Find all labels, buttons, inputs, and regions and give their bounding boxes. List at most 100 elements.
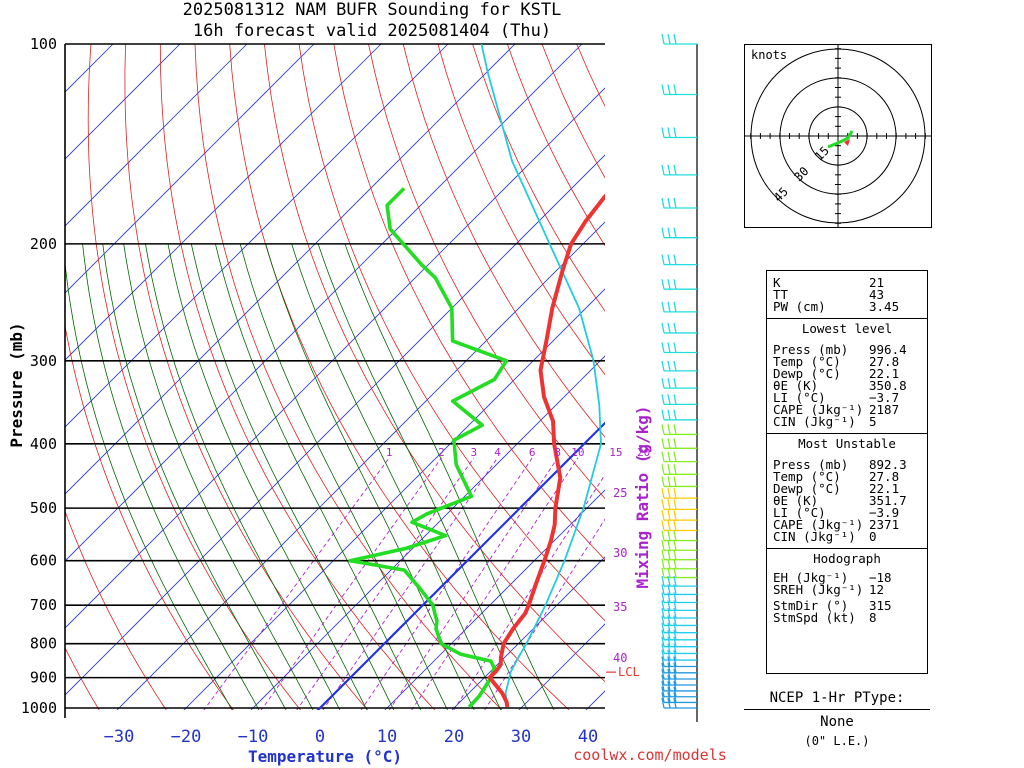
storm-value: 8 <box>869 610 877 625</box>
mu-row: Temp (°C) 27.8 <box>767 470 927 483</box>
dewpoint-trace <box>348 187 509 709</box>
isotherm-line <box>451 556 605 710</box>
wind-barb-flag <box>673 164 677 176</box>
wind-barb-flag <box>667 451 671 462</box>
wind-barb-flag <box>661 322 665 334</box>
wind-barb-flag <box>667 686 671 697</box>
mu-label: Press (mb) <box>773 457 849 472</box>
hodo-value: 12 <box>869 582 885 597</box>
wind-barb-flag <box>667 409 671 420</box>
wind-barb-flag <box>667 301 671 313</box>
freezing-isotherm <box>316 421 605 710</box>
sounding-curves <box>316 44 605 710</box>
wind-barb-flag <box>667 668 671 680</box>
wind-barb-flag <box>673 360 677 371</box>
index-row: TT 43 <box>767 288 927 301</box>
wind-barb-flag <box>673 674 677 686</box>
x-tick-label: −20 <box>171 727 202 747</box>
wind-barb-flag <box>661 510 665 521</box>
mu-label: CIN (Jkg⁻¹) <box>773 529 856 544</box>
mu-value: −3.9 <box>869 505 900 520</box>
wind-barb-flag <box>673 575 677 587</box>
wind-barb-flag <box>661 622 665 633</box>
mu-label: Dewp (°C) <box>773 481 841 496</box>
wind-barb-flag <box>667 488 671 499</box>
mixing-ratio-right-label: 35 <box>613 600 627 614</box>
lowest-row: LI (°C) −3.7 <box>767 390 927 405</box>
dry-adiabat <box>65 323 234 710</box>
most-unstable-section: Most Unstable Press (mb) 892.3 Temp (°C) 27… <box>767 433 927 543</box>
wind-barb-flag <box>667 697 671 709</box>
wind-barb-flag <box>661 342 665 353</box>
wind-barb-flag <box>667 84 671 95</box>
wind-barb-flag <box>661 409 665 420</box>
wind-barb-flag <box>661 592 665 603</box>
wind-barb-flag <box>673 301 677 313</box>
lowest-value: 5 <box>869 414 877 429</box>
moist-adiabat <box>145 243 341 710</box>
wind-barb-flag <box>667 510 671 521</box>
mixing-ratio-label: 20 <box>637 446 650 459</box>
mu-value: 351.7 <box>869 493 907 508</box>
mu-row: CAPE (Jkg⁻¹) 2371 <box>767 517 927 532</box>
mixing-ratio-label: 8 <box>554 446 561 459</box>
moist-adiabat <box>291 243 502 710</box>
wind-barb-flag <box>673 662 677 673</box>
dry-adiabat <box>298 44 605 622</box>
dry-adiabat <box>264 44 605 683</box>
wind-barb-flag <box>667 692 671 703</box>
wind-barb-flag <box>661 33 665 45</box>
mixing-ratio-right-label: 30 <box>613 546 627 560</box>
wind-barb-flag <box>661 438 665 449</box>
storm-label: StmDir (°) <box>773 598 849 613</box>
lcl-label: LCL <box>618 665 640 679</box>
wind-barb-flag <box>661 668 665 680</box>
lowest-label: LI (°C) <box>773 390 826 405</box>
temperature-trace <box>487 193 605 708</box>
wind-barb-flag <box>661 301 665 313</box>
y-tick-label: 700 <box>30 596 57 614</box>
wind-barb-flag <box>673 394 677 405</box>
wind-barb-flag <box>673 592 677 603</box>
wind-barb-flag <box>673 649 677 661</box>
isotherm-line <box>116 221 605 710</box>
x-tick-label: −10 <box>238 727 269 747</box>
wind-barb-flag <box>667 680 671 692</box>
lowest-level-section: Lowest level Press (mb) 996.4 Temp (°C) 27.… <box>767 318 927 428</box>
mu-row: Press (mb) 892.3 <box>767 457 927 472</box>
wind-barbs <box>661 33 698 722</box>
wind-barb-flag <box>673 127 677 138</box>
wind-barb-flag <box>661 164 665 176</box>
moist-adiabat <box>265 243 475 710</box>
parameters-panel: K 21 TT 43 PW (cm) 3.45 Lowest level Press (m… <box>766 270 928 674</box>
dry-adiabat <box>159 44 436 710</box>
wind-barb-flag <box>661 394 665 405</box>
chart-title: 2025081312 NAM BUFR Sounding for KSTL <box>183 0 562 20</box>
wind-barb-flag <box>673 643 677 654</box>
wind-barb-flag <box>673 510 677 521</box>
isotherm-line <box>65 44 248 227</box>
mu-value: 2371 <box>869 517 900 532</box>
wind-barb-flag <box>667 342 671 353</box>
mixing-ratio-right-label: 40 <box>613 651 627 665</box>
mu-row: CIN (Jkg⁻¹) 0 <box>767 529 927 544</box>
wind-barb-flag <box>667 584 671 595</box>
index-list: K 21 TT 43 PW (cm) 3.45 <box>767 271 927 313</box>
ptype-panel: NCEP 1-Hr PType: None (0" L.E.) <box>744 690 930 748</box>
index-row: K 21 <box>767 276 927 289</box>
wind-barb-flag <box>673 438 677 449</box>
dry-adiabat <box>65 646 100 710</box>
wind-barb-flag <box>667 643 671 654</box>
wind-barb-flag <box>673 697 677 709</box>
mu-label: CAPE (Jkg⁻¹) <box>773 517 864 532</box>
wind-barb-flag <box>673 476 677 487</box>
y-tick-label: 200 <box>30 235 57 253</box>
lowest-value: 27.8 <box>869 354 900 369</box>
wind-barb-flag <box>661 197 665 209</box>
lowest-value: 2187 <box>869 402 900 417</box>
storm-list: StmDir (°) 315 StmSpd (kt) 8 <box>767 596 927 624</box>
mixing-ratio-label: 1 <box>386 446 393 459</box>
wind-barb-flag <box>661 254 665 265</box>
moist-adiabat <box>317 243 528 710</box>
dry-adiabat <box>437 44 605 376</box>
